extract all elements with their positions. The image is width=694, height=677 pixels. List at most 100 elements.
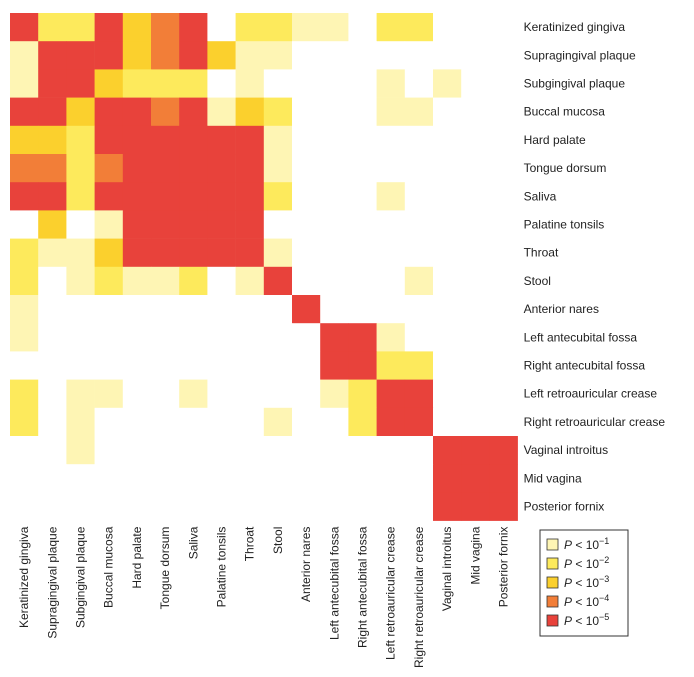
- cell: [292, 238, 321, 268]
- cell: [151, 238, 180, 268]
- cell: [151, 323, 180, 352]
- cell: [179, 436, 208, 465]
- cell: [376, 407, 406, 437]
- cell: [38, 295, 67, 324]
- legend-exponent: −1: [599, 536, 609, 546]
- cell: [94, 41, 124, 70]
- cell: [122, 436, 152, 465]
- cell: [207, 464, 236, 493]
- cell: [461, 379, 490, 409]
- cell: [151, 407, 180, 437]
- cell: [179, 464, 208, 493]
- cell: [263, 492, 293, 521]
- row-label: Keratinized gingiva: [524, 20, 626, 34]
- row-label: Right antecubital fossa: [524, 359, 646, 373]
- cell: [348, 97, 377, 127]
- cell: [292, 464, 321, 493]
- cell: [151, 13, 180, 42]
- cell: [151, 182, 180, 211]
- cell: [376, 210, 406, 239]
- cell: [94, 379, 124, 409]
- cell: [263, 13, 293, 42]
- cell: [433, 13, 462, 42]
- cell: [10, 210, 39, 239]
- cell: [179, 210, 208, 239]
- cell: [235, 97, 265, 127]
- cell: [122, 97, 152, 127]
- legend-text: < 10: [572, 576, 599, 590]
- cell: [151, 210, 180, 239]
- cell: [433, 210, 462, 239]
- cell: [292, 97, 321, 127]
- cell: [376, 464, 406, 493]
- cell: [404, 436, 434, 465]
- cell: [404, 69, 434, 98]
- legend-symbol: P: [564, 614, 572, 628]
- cell: [235, 464, 265, 493]
- cell: [207, 13, 236, 42]
- cell: [10, 407, 39, 437]
- cell: [404, 464, 434, 493]
- cell: [489, 464, 518, 493]
- cell: [433, 125, 462, 155]
- cell: [348, 379, 377, 409]
- column-label: Saliva: [186, 526, 200, 559]
- cell: [348, 125, 377, 155]
- cell: [461, 407, 490, 437]
- cell: [376, 13, 406, 42]
- cell: [263, 379, 293, 409]
- cell: [461, 492, 490, 521]
- legend-symbol: P: [564, 538, 572, 552]
- cell: [207, 436, 236, 465]
- cell: [151, 41, 180, 70]
- cell: [461, 97, 490, 127]
- cell: [10, 238, 39, 268]
- cell: [235, 351, 265, 380]
- cell: [122, 154, 152, 183]
- legend-label: P < 10−4: [564, 593, 609, 609]
- cell: [38, 492, 67, 521]
- cell: [235, 492, 265, 521]
- cell: [151, 492, 180, 521]
- cell: [433, 492, 462, 521]
- cell: [207, 266, 236, 296]
- cell: [433, 351, 462, 380]
- cell: [376, 69, 406, 98]
- cell: [66, 407, 95, 437]
- cell: [66, 125, 95, 155]
- cell: [433, 407, 462, 437]
- cell: [433, 97, 462, 127]
- column-label: Tongue dorsum: [158, 527, 172, 610]
- cell: [235, 13, 265, 42]
- cell: [179, 41, 208, 70]
- cell: [320, 436, 349, 465]
- cell: [433, 323, 462, 352]
- cell: [66, 13, 95, 42]
- cell: [461, 323, 490, 352]
- legend-label: P < 10−3: [564, 574, 609, 590]
- cell: [348, 41, 377, 70]
- cell: [292, 323, 321, 352]
- cell: [66, 238, 95, 268]
- cell: [66, 154, 95, 183]
- cell: [320, 238, 349, 268]
- legend-symbol: P: [564, 557, 572, 571]
- cell: [179, 97, 208, 127]
- row-label: Saliva: [524, 189, 557, 203]
- cell: [66, 266, 95, 296]
- cell: [10, 154, 39, 183]
- cell: [404, 323, 434, 352]
- cell: [207, 41, 236, 70]
- cell: [320, 69, 349, 98]
- cell: [151, 351, 180, 380]
- cell: [207, 210, 236, 239]
- cell: [404, 210, 434, 239]
- legend-text: < 10: [572, 538, 599, 552]
- cell: [179, 154, 208, 183]
- cell: [461, 154, 490, 183]
- cell: [207, 492, 236, 521]
- cell: [122, 125, 152, 155]
- cell: [376, 295, 406, 324]
- column-label: Hard palate: [130, 526, 144, 588]
